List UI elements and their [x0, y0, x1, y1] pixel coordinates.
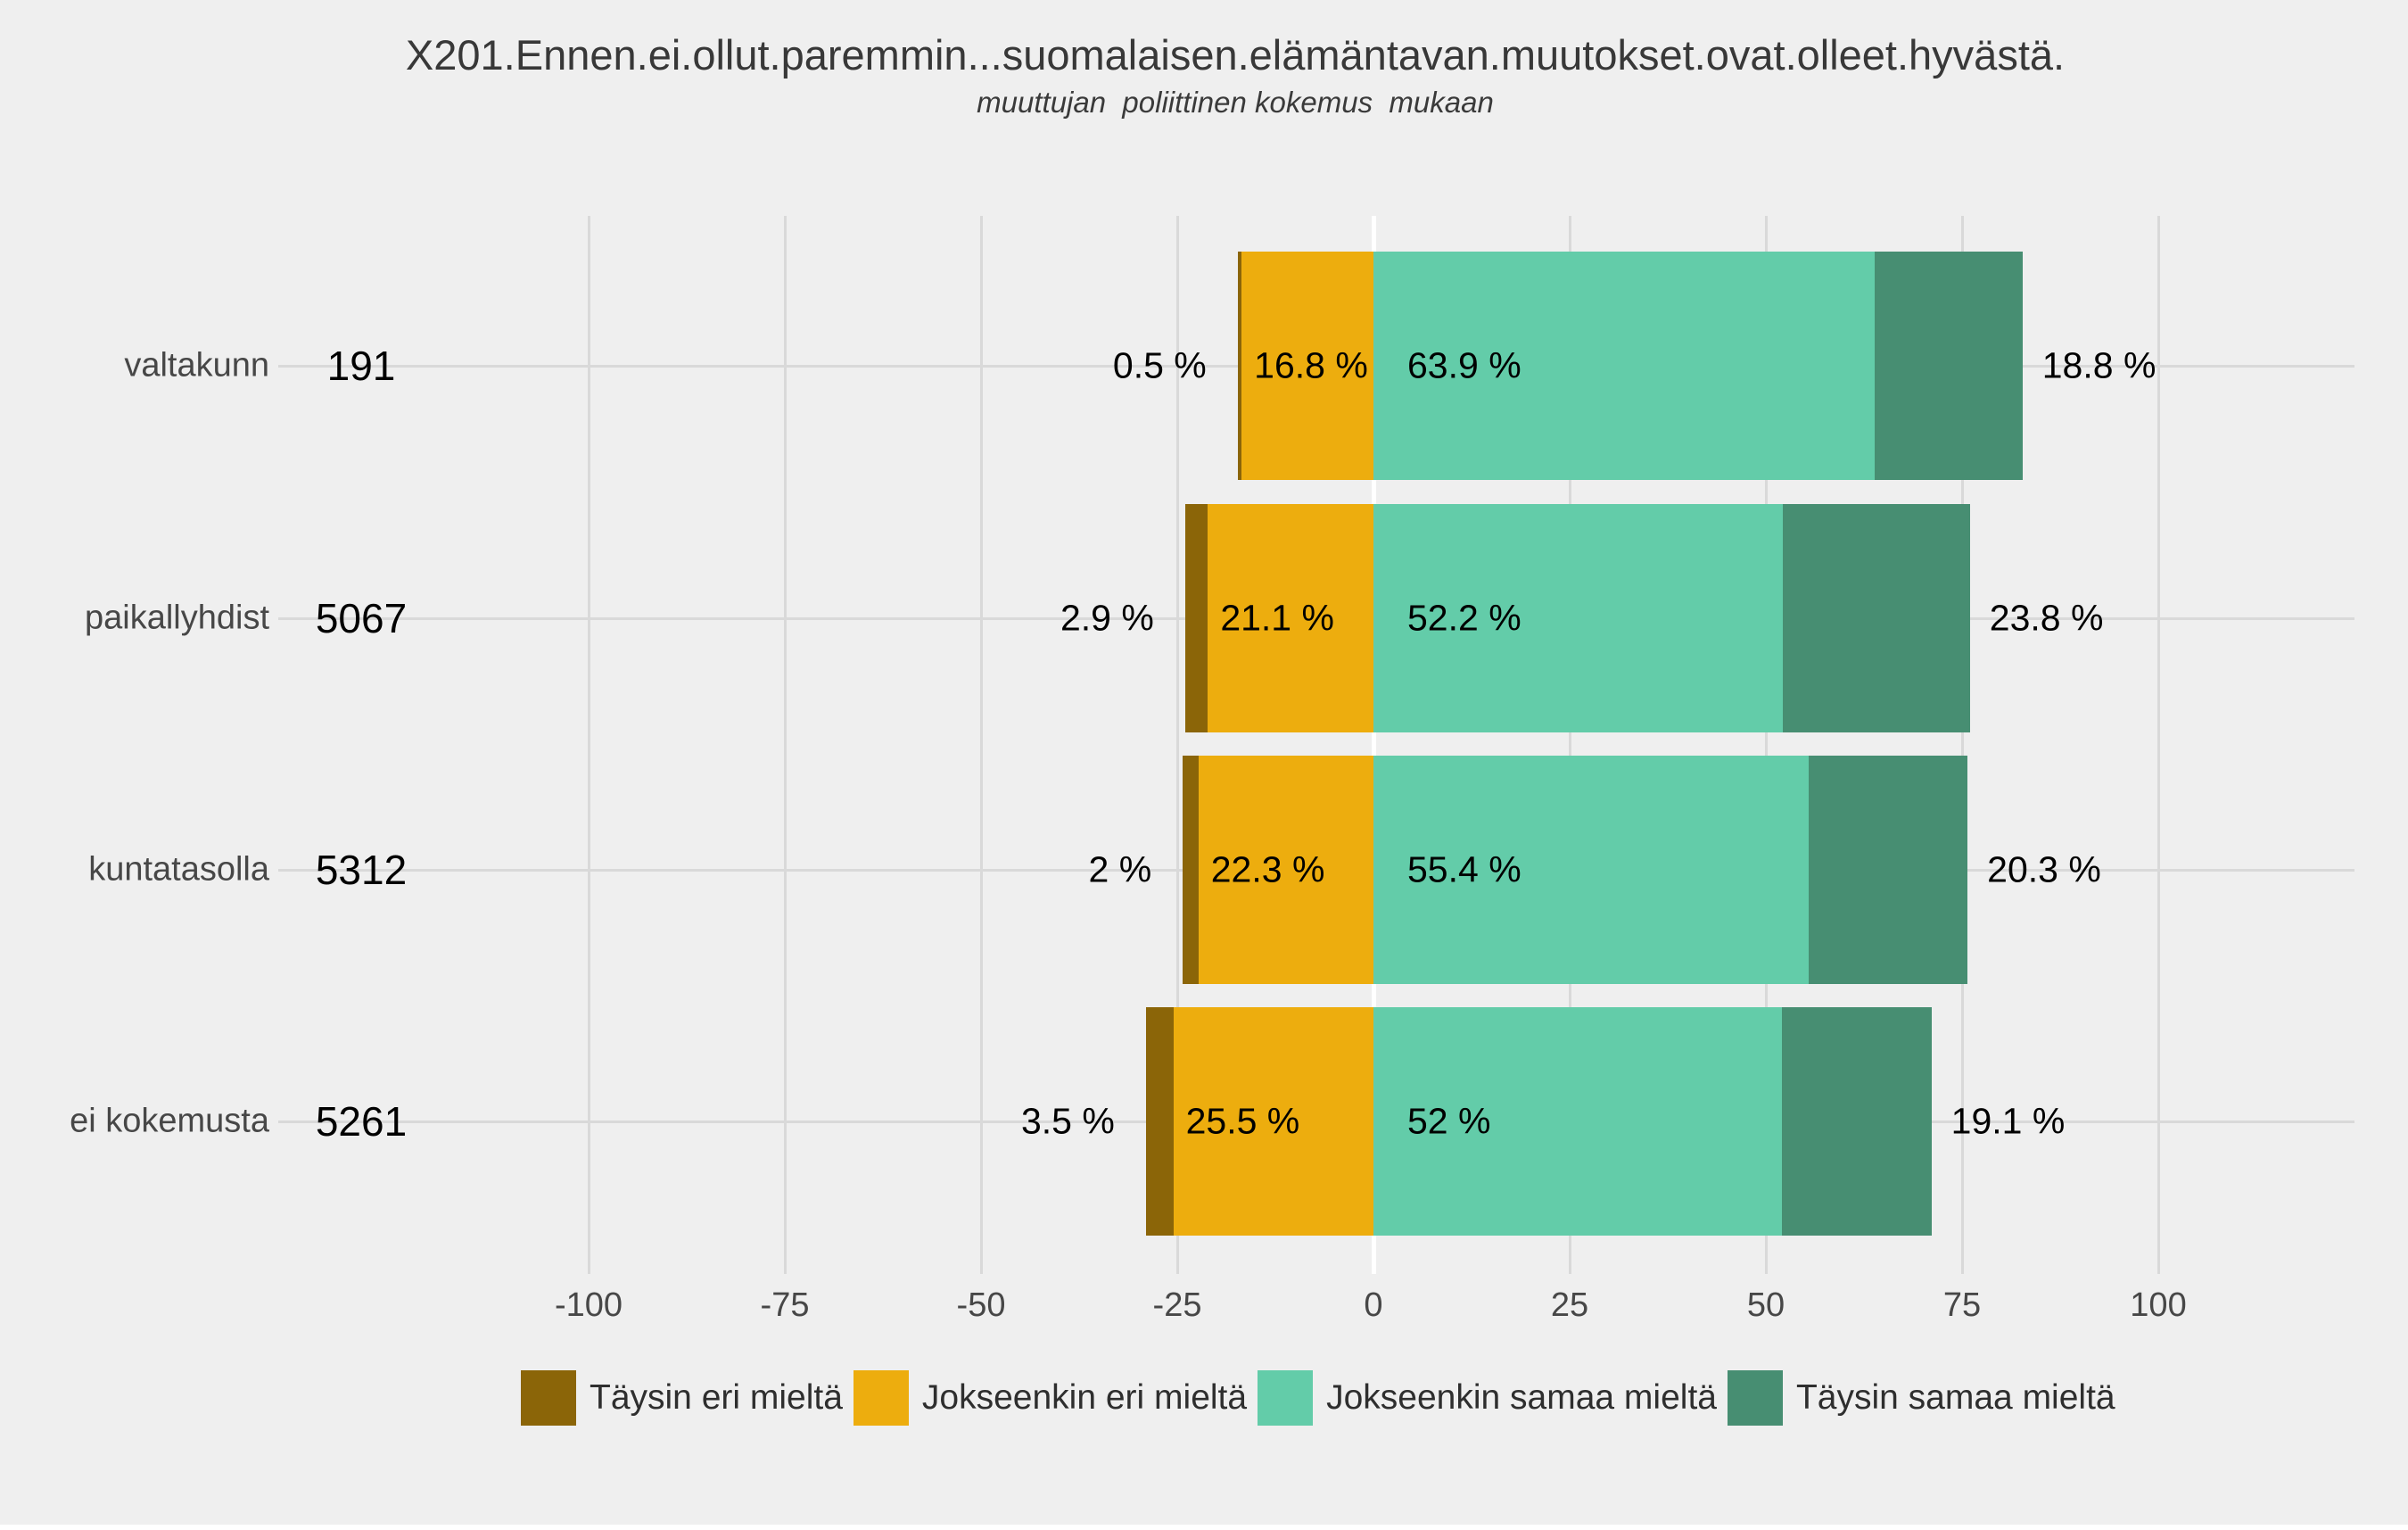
- v-gridline: [1175, 216, 1179, 1274]
- v-gridline: [979, 216, 983, 1274]
- v-gridline: [1764, 216, 1768, 1274]
- legend-swatch: [521, 1370, 576, 1426]
- v-gridline: [1568, 216, 1571, 1274]
- pct-label-jokseenkin-eri: 16.8 %: [1254, 344, 1368, 386]
- v-gridline: [587, 216, 590, 1274]
- count-label: 191: [326, 343, 396, 389]
- v-gridline: [1960, 216, 1964, 1274]
- category-label: paikallyhdist: [85, 599, 269, 637]
- bar-segment-taysin-eri: [1237, 252, 1242, 480]
- pct-label-jokseenkin-samaa: 63.9 %: [1407, 344, 1521, 386]
- legend-item: Täysin samaa mieltä: [1727, 1370, 2115, 1426]
- pct-label-jokseenkin-eri: 22.3 %: [1210, 848, 1325, 890]
- bar-segment-taysin-eri: [1145, 1007, 1174, 1236]
- bar-segment-jokseenkin-samaa: [1373, 252, 1876, 480]
- bar-segment-jokseenkin-eri: [1173, 1007, 1373, 1236]
- pct-label-taysin-eri: 0.5 %: [1112, 344, 1207, 386]
- bar-segment-taysin-samaa: [1781, 1007, 1932, 1236]
- v-gridline: [2156, 216, 2160, 1274]
- pct-label-jokseenkin-eri: 25.5 %: [1185, 1100, 1300, 1142]
- pct-label-jokseenkin-samaa: 55.4 %: [1407, 848, 1521, 890]
- bar-segment-taysin-eri: [1183, 756, 1199, 984]
- bar-segment-jokseenkin-samaa: [1373, 756, 1809, 984]
- legend-label: Täysin samaa mieltä: [1795, 1378, 2115, 1417]
- pct-label-jokseenkin-eri: 21.1 %: [1220, 597, 1334, 639]
- pct-label-taysin-eri: 2.9 %: [1060, 597, 1154, 639]
- legend-item: Jokseenkin eri mieltä: [853, 1370, 1248, 1426]
- pct-label-taysin-samaa: 20.3 %: [1987, 848, 2101, 890]
- bar-segment-taysin-samaa: [1808, 756, 1968, 984]
- x-tick-label: 25: [1550, 1286, 1589, 1324]
- pct-label-jokseenkin-samaa: 52 %: [1407, 1100, 1491, 1142]
- v-gridline: [783, 216, 787, 1274]
- chart-title: X201.Ennen.ei.ollut.paremmin...suomalais…: [405, 31, 2066, 79]
- legend-label: Täysin eri mieltä: [590, 1378, 843, 1417]
- x-tick-label: 0: [1364, 1286, 1383, 1324]
- pct-label-jokseenkin-samaa: 52.2 %: [1407, 597, 1521, 639]
- x-tick-label: 75: [1942, 1286, 1982, 1324]
- x-tick-label: -50: [956, 1286, 1006, 1324]
- pct-label-taysin-samaa: 18.8 %: [2041, 344, 2156, 386]
- legend-item: Täysin eri mieltä: [521, 1370, 843, 1426]
- bar-segment-jokseenkin-eri: [1208, 504, 1373, 732]
- x-tick-label: 100: [2130, 1286, 2187, 1324]
- zero-gridline: [1371, 216, 1376, 1274]
- x-tick-label: -100: [554, 1286, 623, 1324]
- category-label: ei kokemusta: [70, 1102, 269, 1140]
- bar-segment-jokseenkin-samaa: [1373, 504, 1784, 732]
- legend-swatch: [853, 1370, 909, 1426]
- bottom-strip: [0, 1525, 2408, 1530]
- pct-label-taysin-samaa: 23.8 %: [1989, 597, 2104, 639]
- legend-label: Jokseenkin eri mieltä: [921, 1378, 1248, 1417]
- bar-segment-taysin-eri: [1184, 504, 1208, 732]
- x-tick-label: -75: [760, 1286, 810, 1324]
- bar-segment-jokseenkin-eri: [1241, 252, 1373, 480]
- legend: Täysin eri mieltä Jokseenkin eri mieltä Jo…: [521, 1370, 2115, 1426]
- bar-segment-taysin-samaa: [1875, 252, 2023, 480]
- pct-label-taysin-eri: 3.5 %: [1020, 1100, 1115, 1142]
- chart-subtitle: muuttujan poliittinen kokemus mukaan: [977, 86, 1494, 119]
- bar-segment-taysin-samaa: [1783, 504, 1970, 732]
- count-label: 5067: [315, 595, 408, 641]
- bar-segment-jokseenkin-eri: [1198, 756, 1373, 984]
- count-label: 5261: [315, 1098, 408, 1145]
- category-label: valtakunn: [124, 346, 269, 385]
- bar-segment-jokseenkin-samaa: [1373, 1007, 1782, 1236]
- legend-item: Jokseenkin samaa mieltä: [1258, 1370, 1717, 1426]
- x-tick-label: 50: [1746, 1286, 1785, 1324]
- legend-label: Jokseenkin samaa mieltä: [1326, 1378, 1717, 1417]
- legend-swatch: [1258, 1370, 1314, 1426]
- category-label: kuntatasolla: [88, 850, 269, 889]
- x-tick-label: -25: [1152, 1286, 1202, 1324]
- pct-label-taysin-samaa: 19.1 %: [1950, 1100, 2066, 1142]
- pct-label-taysin-eri: 2 %: [1088, 848, 1152, 890]
- legend-swatch: [1727, 1370, 1783, 1426]
- count-label: 5312: [315, 847, 408, 893]
